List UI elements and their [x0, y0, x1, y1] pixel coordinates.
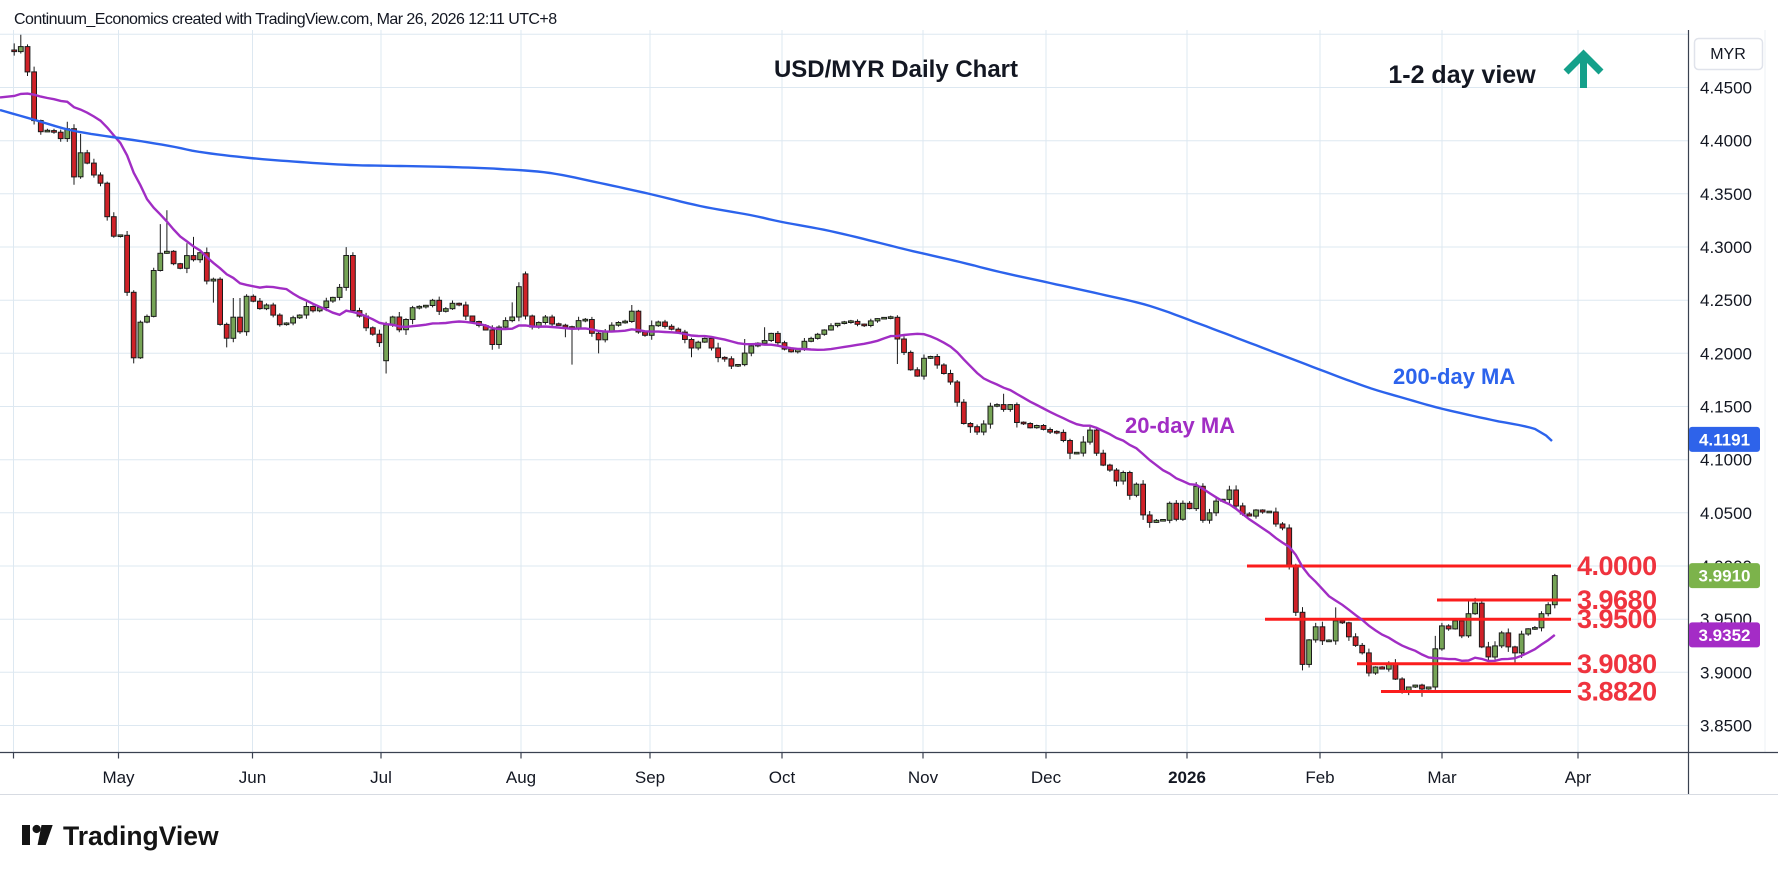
svg-text:Apr: Apr — [1565, 768, 1592, 787]
svg-text:Sep: Sep — [635, 768, 665, 787]
svg-text:3.8500: 3.8500 — [1700, 717, 1752, 736]
svg-text:200-day MA: 200-day MA — [1393, 364, 1515, 389]
svg-text:Jun: Jun — [239, 768, 266, 787]
svg-text:Nov: Nov — [908, 768, 939, 787]
svg-text:TradingView: TradingView — [63, 821, 219, 851]
svg-text:3.9080: 3.9080 — [1577, 649, 1657, 679]
svg-text:4.1500: 4.1500 — [1700, 398, 1752, 417]
svg-text:3.9680: 3.9680 — [1577, 585, 1657, 615]
svg-text:3.9500: 3.9500 — [1577, 604, 1657, 634]
svg-text:USD/MYR Daily Chart: USD/MYR Daily Chart — [774, 56, 1018, 83]
svg-text:4.3500: 4.3500 — [1700, 185, 1752, 204]
svg-text:Continuum_Economics created wi: Continuum_Economics created with Trading… — [14, 11, 557, 28]
svg-text:4.1000: 4.1000 — [1700, 451, 1752, 470]
svg-text:4.3000: 4.3000 — [1700, 238, 1752, 257]
svg-text:Aug: Aug — [506, 768, 536, 787]
svg-text:20-day MA: 20-day MA — [1125, 413, 1235, 438]
svg-text:MYR: MYR — [1710, 46, 1746, 63]
svg-text:Dec: Dec — [1031, 768, 1062, 787]
svg-text:Feb: Feb — [1305, 768, 1334, 787]
svg-text:Jul: Jul — [370, 768, 392, 787]
svg-text:3.9352: 3.9352 — [1699, 626, 1751, 645]
svg-text:1-2 day view: 1-2 day view — [1388, 61, 1536, 89]
svg-text:4.4500: 4.4500 — [1700, 79, 1752, 98]
svg-text:Mar: Mar — [1427, 768, 1457, 787]
svg-text:Oct: Oct — [769, 768, 796, 787]
svg-text:3.9910: 3.9910 — [1699, 567, 1751, 586]
svg-text:2026: 2026 — [1168, 768, 1206, 787]
svg-text:May: May — [102, 768, 135, 787]
svg-text:4.1191: 4.1191 — [1699, 430, 1750, 449]
svg-text:4.0500: 4.0500 — [1700, 504, 1752, 523]
svg-text:4.4000: 4.4000 — [1700, 132, 1752, 151]
svg-text:4.0000: 4.0000 — [1577, 551, 1657, 581]
svg-text:3.8820: 3.8820 — [1577, 677, 1657, 707]
svg-text:3.9000: 3.9000 — [1700, 663, 1752, 682]
svg-text:4.2500: 4.2500 — [1700, 291, 1752, 310]
svg-text:4.2000: 4.2000 — [1700, 344, 1752, 363]
